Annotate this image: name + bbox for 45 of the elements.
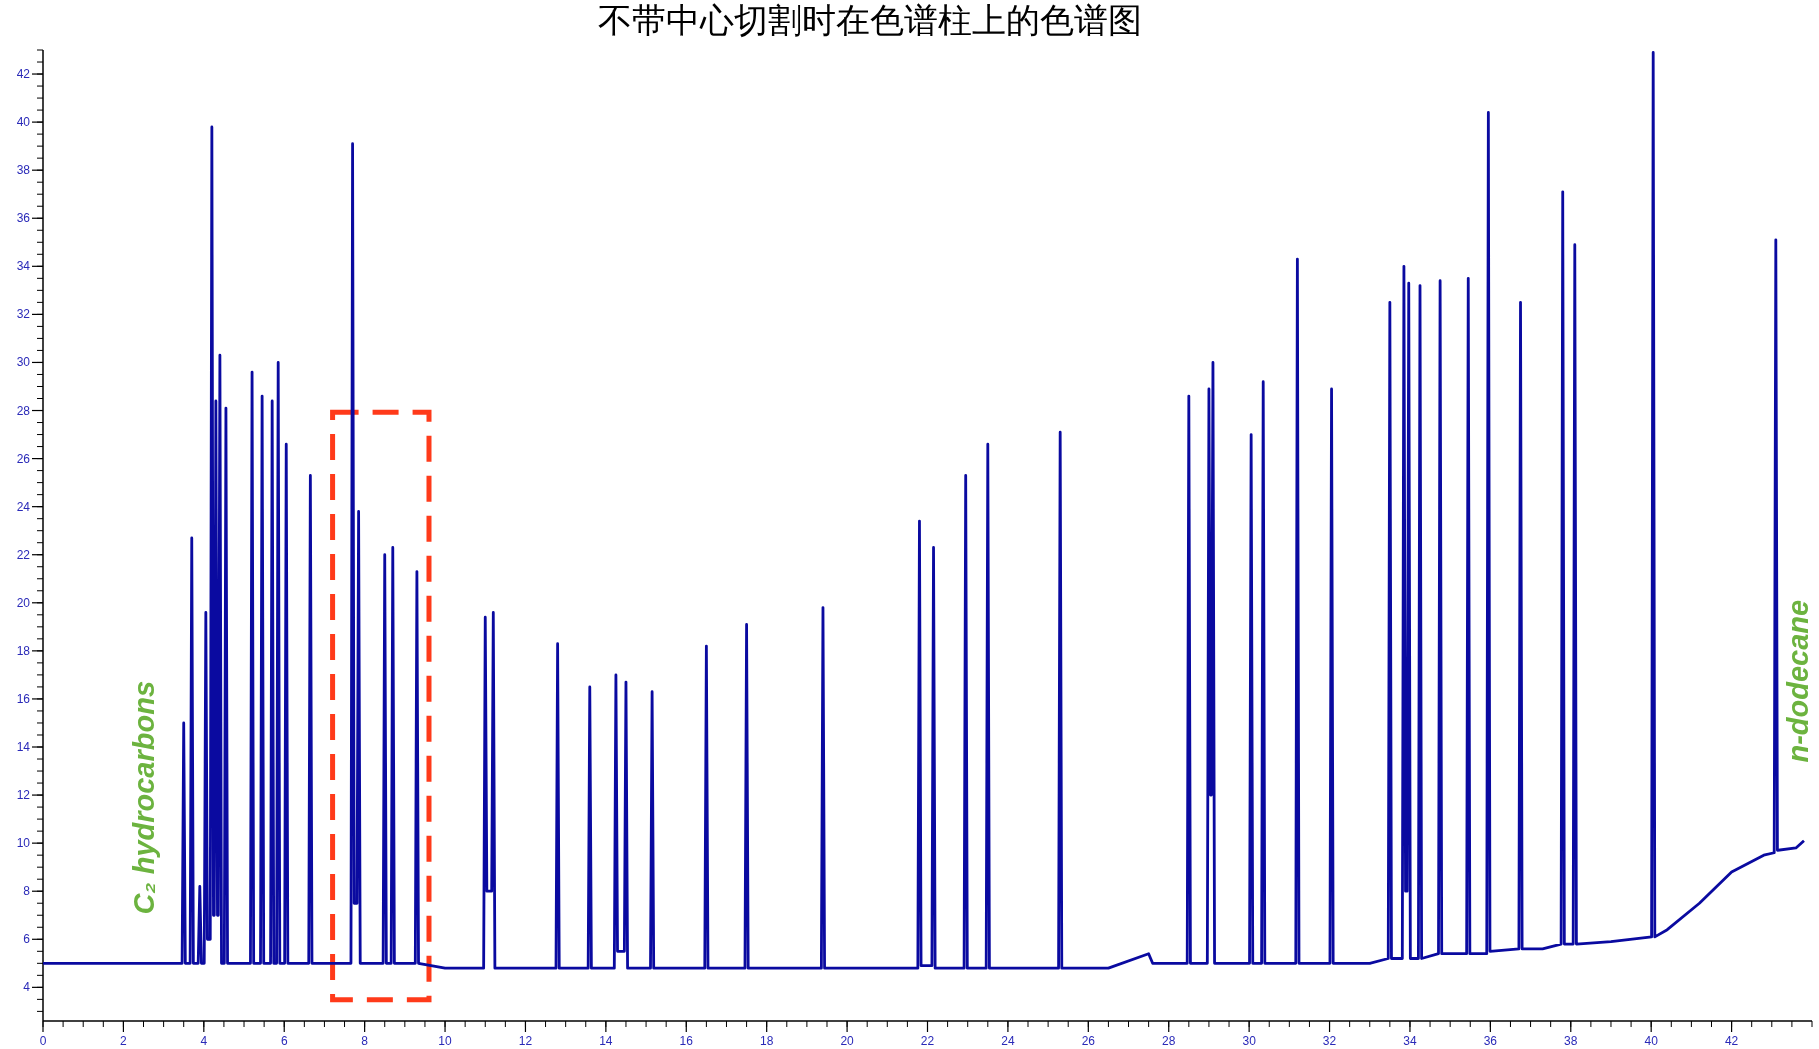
x-tick-label: 12 bbox=[518, 1034, 533, 1048]
annotation: n-dodecane bbox=[1782, 599, 1814, 763]
x-tick-label: 40 bbox=[1644, 1034, 1659, 1048]
y-tick-label: 38 bbox=[16, 163, 31, 178]
x-tick-label: 38 bbox=[1564, 1034, 1578, 1048]
x-tick-label: 34 bbox=[1403, 1034, 1417, 1048]
x-tick-label: 16 bbox=[679, 1034, 694, 1048]
annotation: C₂ hydrocarbons bbox=[128, 680, 161, 915]
x-tick-label: 22 bbox=[920, 1034, 935, 1048]
y-tick-label: 40 bbox=[16, 115, 31, 130]
x-tick-label: 18 bbox=[760, 1034, 774, 1048]
y-tick-label: 32 bbox=[16, 307, 31, 322]
y-tick-label: 22 bbox=[16, 547, 31, 562]
x-tick-label: 2 bbox=[120, 1034, 128, 1048]
x-tick-label: 24 bbox=[1001, 1034, 1015, 1048]
x-tick-label: 14 bbox=[599, 1034, 613, 1048]
x-tick-label: 32 bbox=[1322, 1034, 1337, 1048]
x-tick-label: 4 bbox=[200, 1034, 208, 1048]
y-tick-label: 20 bbox=[16, 595, 31, 610]
title: 不带中心切割时在色谱柱上的色谱图 bbox=[597, 1, 1142, 39]
x-tick-label: 36 bbox=[1483, 1034, 1498, 1048]
y-tick-label: 36 bbox=[16, 211, 31, 226]
y-tick-label: 8 bbox=[23, 884, 31, 899]
y-tick-label: 24 bbox=[16, 499, 31, 514]
y-tick-label: 10 bbox=[16, 836, 31, 851]
y-tick-label: 6 bbox=[23, 932, 31, 947]
y-tick-label: 16 bbox=[16, 691, 31, 706]
x-tick-label: 28 bbox=[1162, 1034, 1176, 1048]
y-tick-label: 34 bbox=[16, 259, 31, 274]
y-tick-label: 28 bbox=[16, 403, 31, 418]
x-tick-label: 6 bbox=[280, 1034, 288, 1048]
y-tick-label: 14 bbox=[16, 740, 31, 754]
x-tick-label: 20 bbox=[840, 1034, 855, 1048]
x-tick-label: 8 bbox=[361, 1034, 369, 1048]
y-tick-label: 12 bbox=[16, 788, 31, 803]
x-tick-label: 42 bbox=[1724, 1034, 1739, 1048]
y-tick-label: 4 bbox=[23, 980, 31, 995]
y-tick-label: 18 bbox=[16, 643, 31, 658]
y-tick-label: 42 bbox=[16, 67, 31, 82]
y-tick-label: 30 bbox=[16, 355, 31, 370]
x-tick-label: 0 bbox=[39, 1034, 47, 1048]
x-tick-label: 26 bbox=[1081, 1034, 1096, 1048]
y-tick-label: 26 bbox=[16, 451, 31, 466]
x-tick-label: 30 bbox=[1242, 1034, 1257, 1048]
x-tick-label: 10 bbox=[438, 1034, 453, 1048]
